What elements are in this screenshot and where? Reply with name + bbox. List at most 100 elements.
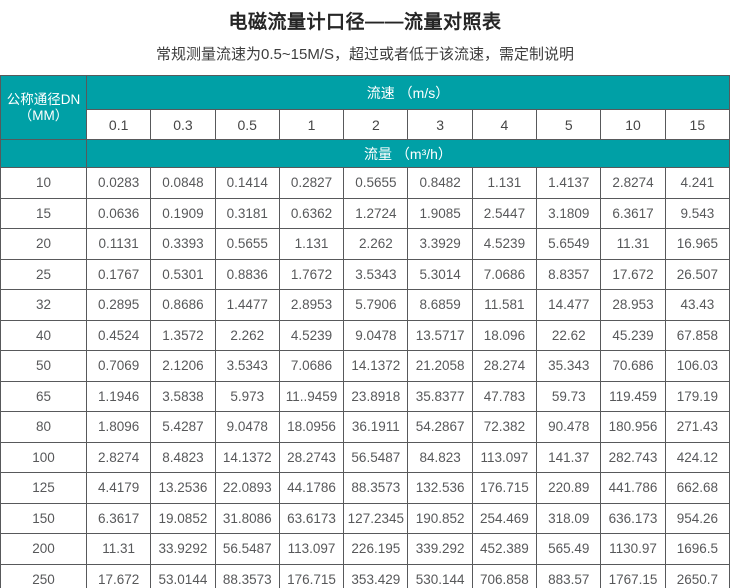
flow-group-row: 流量 （m³/h）: [0, 139, 730, 168]
flow-cell: 59.73: [536, 380, 602, 412]
flow-cell: 132.536: [407, 472, 473, 504]
table-row: 150 6.3617 19.0852 31.8086 63.6173 127.2345 19…: [0, 502, 730, 534]
flow-cell: 90.478: [536, 411, 602, 443]
flow-cell: 56.5487: [343, 441, 409, 473]
flow-cell: 1.4137: [536, 167, 602, 199]
table-row: 250 17.672 53.0144 88.3573 176.715 353.429 530…: [0, 563, 730, 588]
dn-cell: 15: [0, 197, 87, 229]
flow-cell: 0.1767: [85, 258, 152, 290]
table-row: 25 0.1767 0.5301 0.8836 1.7672 3.5343 5.3014 7.…: [0, 258, 730, 290]
flow-cell: 6.3617: [600, 197, 666, 229]
corner-header-line1: 公称通径DN: [6, 91, 81, 107]
velocity-header-cell: 5: [536, 109, 602, 140]
flow-cell: 56.5487: [214, 533, 280, 565]
flow-cell: 23.8918: [343, 380, 409, 412]
flow-cell: 3.1809: [536, 197, 602, 229]
flow-cell: 0.8686: [150, 289, 216, 321]
flow-cell: 2650.7: [664, 563, 730, 588]
flow-cell: 353.429: [343, 563, 409, 588]
flow-cell: 220.89: [536, 472, 602, 504]
flow-cell: 1696.5: [664, 533, 730, 565]
flow-cell: 2.5447: [471, 197, 538, 229]
velocity-values-row: 0.1 0.3 0.5 1 2 3 4 5 10 15: [1, 109, 730, 140]
flow-cell: 4.5239: [471, 228, 538, 260]
flow-cell: 8.6859: [407, 289, 473, 321]
flow-cell: 2.8953: [278, 289, 345, 321]
flow-cell: 13.5717: [407, 319, 473, 351]
flow-cell: 0.3393: [150, 228, 216, 260]
flow-cell: 1.4477: [214, 289, 280, 321]
flow-cell: 0.5655: [214, 228, 280, 260]
flow-cell: 1.8096: [85, 411, 152, 443]
flow-cell: 113.097: [471, 441, 538, 473]
flow-cell: 7.0686: [471, 258, 538, 290]
flow-cell: 3.5343: [214, 350, 280, 382]
flow-cell: 176.715: [278, 563, 345, 588]
flow-cell: 1.2724: [343, 197, 409, 229]
flow-cell: 17.672: [85, 563, 152, 588]
velocity-header-cell: 10: [600, 109, 666, 140]
flow-cell: 5.973: [214, 380, 280, 412]
dn-cell: 150: [0, 502, 87, 534]
flow-cell: 70.686: [600, 350, 666, 382]
flow-cell: 3.3929: [407, 228, 473, 260]
flow-cell: 22.0893: [214, 472, 280, 504]
flow-cell: 452.389: [471, 533, 538, 565]
velocity-header-cell: 1: [278, 109, 345, 140]
flow-cell: 4.5239: [278, 319, 345, 351]
flow-cell: 0.5655: [343, 167, 409, 199]
dn-cell: 40: [0, 319, 87, 351]
dn-cell: 10: [0, 167, 87, 199]
flow-cell: 2.262: [214, 319, 280, 351]
flow-group-header: 流量 （m³/h）: [86, 139, 730, 168]
dn-cell: 65: [0, 380, 87, 412]
flow-cell: 2.262: [343, 228, 409, 260]
velocity-header-cell: 15: [664, 109, 730, 140]
flow-cell: 26.507: [664, 258, 730, 290]
table-row: 50 0.7069 2.1206 3.5343 7.0686 14.1372 21.2058…: [0, 350, 730, 382]
flow-cell: 5.3014: [407, 258, 473, 290]
flow-cell: 72.382: [471, 411, 538, 443]
flow-cell: 226.195: [343, 533, 409, 565]
flow-cell: 2.1206: [150, 350, 216, 382]
flow-cell: 0.0283: [85, 167, 152, 199]
dn-cell: 125: [0, 472, 87, 504]
flow-cell: 47.783: [471, 380, 538, 412]
flow-cell: 1.7672: [278, 258, 345, 290]
velocity-header-cell: 0.3: [150, 109, 216, 140]
flow-cell: 5.7906: [343, 289, 409, 321]
flow-cell: 63.6173: [278, 502, 345, 534]
flow-cell: 1.1946: [85, 380, 152, 412]
flow-cell: 8.4823: [150, 441, 216, 473]
flow-cell: 22.62: [536, 319, 602, 351]
flow-cell: 35.8377: [407, 380, 473, 412]
flow-cell: 1.3572: [150, 319, 216, 351]
dn-cell: 25: [0, 258, 87, 290]
flow-cell: 282.743: [600, 441, 666, 473]
flow-cell: 44.1786: [278, 472, 345, 504]
velocity-header-cell: 0.5: [214, 109, 280, 140]
flow-cell: 21.2058: [407, 350, 473, 382]
flow-cell: 0.2895: [85, 289, 152, 321]
flow-cell: 662.68: [664, 472, 730, 504]
flow-cell: 5.6549: [536, 228, 602, 260]
flow-cell: 14.1372: [214, 441, 280, 473]
flow-cell: 106.03: [664, 350, 730, 382]
corner-header-dn: 公称通径DN （MM）: [0, 75, 87, 140]
flow-cell: 0.8836: [214, 258, 280, 290]
table-row: 15 0.0636 0.1909 0.3181 0.6362 1.2724 1.9085 2.…: [0, 197, 730, 229]
flow-cell: 127.2345: [343, 502, 409, 534]
flow-cell: 0.1131: [85, 228, 152, 260]
flow-comparison-table: 公称通径DN （MM） 流速 （m/s） 0.1 0.3 0.5 1 2 3 4 5 10 15 …: [0, 75, 730, 588]
flow-cell: 35.343: [536, 350, 602, 382]
dn-cell: 32: [0, 289, 87, 321]
flow-cell: 13.2536: [150, 472, 216, 504]
table-body: 10 0.0283 0.0848 0.1414 0.2827 0.5655 0.8482 1.…: [0, 167, 730, 588]
dn-cell: 100: [0, 441, 87, 473]
flow-cell: 28.953: [600, 289, 666, 321]
flow-cell: 88.3573: [214, 563, 280, 588]
table-row: 40 0.4524 1.3572 2.262 4.5239 9.0478 13.5717 18…: [0, 319, 730, 351]
flow-cell: 33.9292: [150, 533, 216, 565]
flow-cell: 530.144: [407, 563, 473, 588]
